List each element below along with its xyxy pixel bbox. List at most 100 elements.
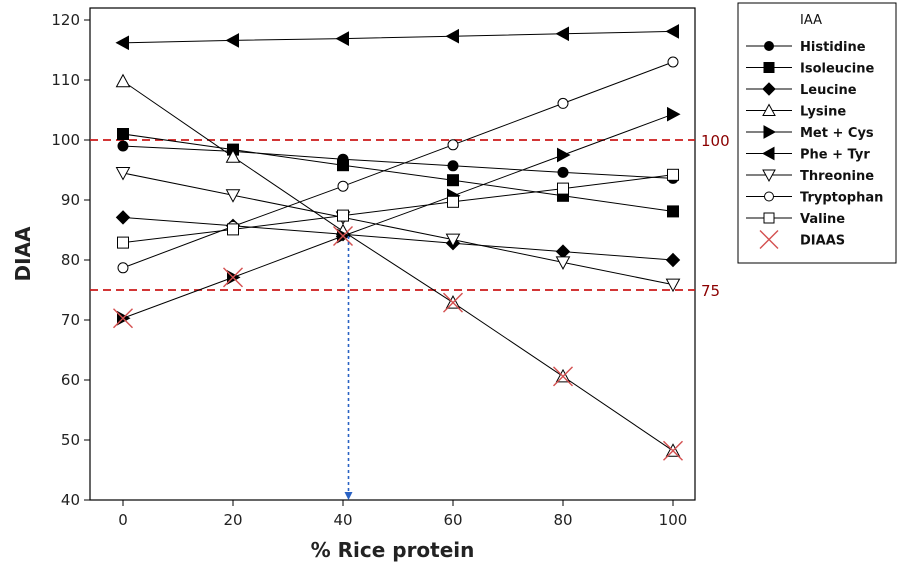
marker-met-cys xyxy=(667,106,681,122)
diaas-stroke xyxy=(663,440,683,461)
x-axis-title: % Rice protein xyxy=(311,538,475,562)
marker-valine xyxy=(447,195,459,208)
diaas-point xyxy=(443,292,463,313)
legend-marker-diaas xyxy=(759,230,779,249)
legend-marker-histidine xyxy=(764,41,774,51)
marker-leucine xyxy=(665,252,681,268)
x-tick-label: 40 xyxy=(333,511,352,529)
y-tick-label: 40 xyxy=(61,491,80,509)
diaas-stroke xyxy=(553,366,573,387)
legend-label-met-cys: Met + Cys xyxy=(800,126,874,141)
series-lines xyxy=(122,30,674,452)
marker-threonine xyxy=(115,167,131,181)
y-tick-label: 70 xyxy=(61,311,80,329)
marker-lysine xyxy=(225,149,241,163)
diaas-point xyxy=(113,308,133,329)
legend-label-tryptophan: Tryptophan xyxy=(800,191,883,206)
marker-phe-tyr xyxy=(335,31,349,46)
marker-valine xyxy=(667,168,679,181)
marker-threonine xyxy=(555,256,571,270)
series-line-tryptophan xyxy=(122,61,674,269)
marker-threonine xyxy=(225,189,241,203)
legend-marker-phe-tyr xyxy=(761,146,775,161)
diaas-stroke xyxy=(113,308,133,329)
legend-item-leucine: Leucine xyxy=(746,82,857,98)
diaas-point xyxy=(663,440,683,461)
marker-isoleucine xyxy=(667,205,679,218)
series-line-histidine xyxy=(122,145,674,179)
legend-label-histidine: Histidine xyxy=(800,40,866,55)
legend-marker-met-cys xyxy=(763,125,777,139)
marker-lysine xyxy=(115,73,131,88)
y-tick-label: 50 xyxy=(61,431,80,449)
marker-valine xyxy=(227,223,239,236)
marker-leucine xyxy=(555,244,571,259)
plot-frame xyxy=(89,7,696,501)
marker-tryptophan xyxy=(337,180,349,192)
diaas-stroke xyxy=(223,267,243,288)
x-tick-label: 0 xyxy=(118,511,128,529)
marker-valine xyxy=(337,209,349,222)
reference-label-75: 75 xyxy=(701,282,720,300)
legend-marker-isoleucine xyxy=(763,62,775,73)
series-line-lysine xyxy=(122,80,674,452)
x-tick-label: 100 xyxy=(659,511,688,529)
series-line-isoleucine xyxy=(122,133,674,212)
marker-tryptophan xyxy=(447,139,459,151)
series-line-met-cys xyxy=(122,113,674,319)
marker-phe-tyr xyxy=(115,35,129,51)
diaas-stroke xyxy=(759,230,779,249)
y-tick-label: 110 xyxy=(51,71,80,89)
marker-tryptophan xyxy=(117,262,129,274)
legend-title: IAA xyxy=(800,13,822,28)
diaas-point xyxy=(223,267,243,288)
marker-isoleucine xyxy=(117,128,129,140)
marker-phe-tyr xyxy=(445,28,459,44)
marker-valine xyxy=(117,236,129,249)
x-tick-label: 20 xyxy=(223,511,242,529)
axis-ticks: 0 20 40 60 80 100 40 50 60 70 80 90 100 110 120 xyxy=(51,11,687,529)
marker-tryptophan xyxy=(667,56,679,68)
marker-histidine xyxy=(447,160,459,172)
marker-phe-tyr xyxy=(555,26,569,42)
legend-item-lysine: Lysine xyxy=(746,103,846,120)
y-tick-label: 120 xyxy=(51,11,80,29)
diaas-markers xyxy=(113,226,683,461)
series-line-phe-tyr xyxy=(122,30,674,44)
series-line-leucine xyxy=(122,216,674,261)
series-line-threonine xyxy=(122,172,674,286)
legend-item-met-cys: Met + Cys xyxy=(746,125,874,141)
marker-tryptophan xyxy=(557,97,569,109)
legend-item-threonine: Threonine xyxy=(746,169,874,184)
legend-item-valine: Valine xyxy=(746,212,845,227)
marker-isoleucine xyxy=(447,174,459,187)
legend-marker-tryptophan xyxy=(764,191,774,202)
legend-label-diaas: DIAAS xyxy=(800,234,845,249)
diaas-point xyxy=(553,366,573,387)
annotation-arrow xyxy=(344,236,353,500)
legend-marker-lysine xyxy=(762,103,776,116)
legend-item-phe-tyr: Phe + Tyr xyxy=(746,146,870,163)
diaas-point xyxy=(333,226,353,246)
y-tick-label: 90 xyxy=(61,191,80,209)
legend-label-threonine: Threonine xyxy=(800,169,874,184)
legend-marker-threonine xyxy=(762,169,776,183)
legend-label-phe-tyr: Phe + Tyr xyxy=(800,148,870,163)
marker-phe-tyr xyxy=(665,24,679,39)
legend: IAA Histidine Isoleucine Leucine Lysine Met … xyxy=(737,2,897,264)
marker-histidine xyxy=(117,140,129,152)
reference-lines: 100 75 xyxy=(90,132,730,300)
legend-item-diaas: DIAAS xyxy=(759,230,845,249)
y-tick-label: 100 xyxy=(51,131,80,149)
y-tick-label: 80 xyxy=(61,251,80,269)
legend-label-valine: Valine xyxy=(800,212,845,227)
y-tick-label: 60 xyxy=(61,371,80,389)
plot-border xyxy=(89,7,696,501)
series-line-valine xyxy=(122,174,674,244)
legend-label-leucine: Leucine xyxy=(800,83,857,98)
marker-leucine xyxy=(115,210,131,225)
marker-valine xyxy=(557,182,569,195)
legend-marker-valine xyxy=(763,212,775,224)
diaas-stroke xyxy=(443,292,463,313)
